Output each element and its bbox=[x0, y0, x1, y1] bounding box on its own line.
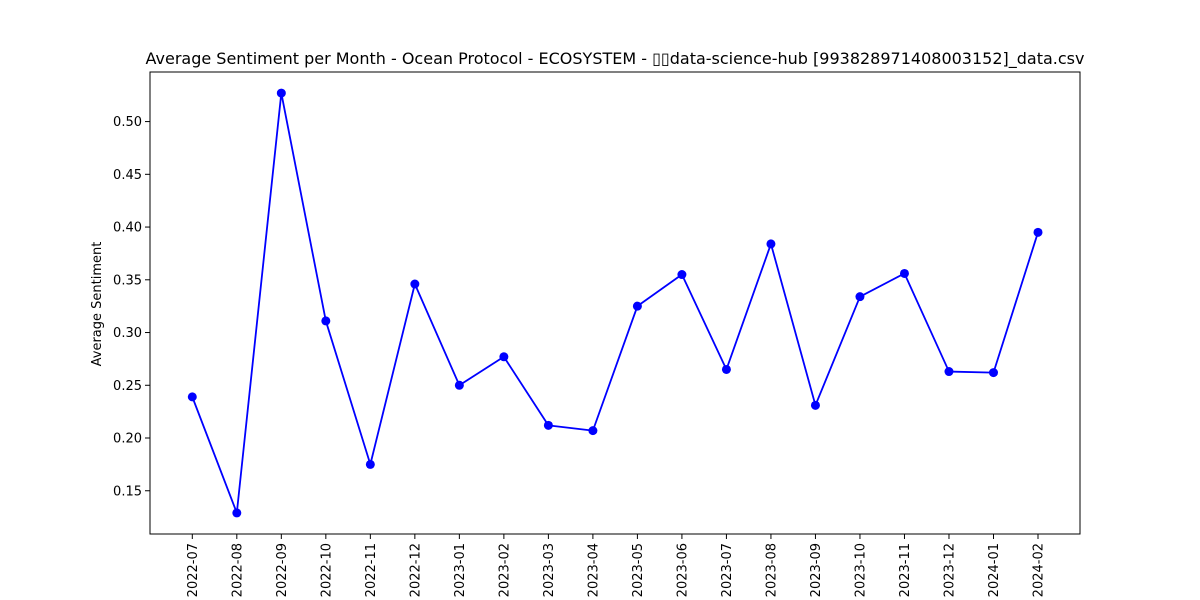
y-tick-label: 0.45 bbox=[113, 168, 142, 183]
data-point bbox=[543, 420, 553, 430]
data-point bbox=[632, 301, 642, 311]
data-point bbox=[988, 368, 998, 378]
x-tick-label: 2023-03 bbox=[542, 543, 557, 597]
series-group bbox=[187, 88, 1043, 518]
data-point bbox=[944, 367, 954, 377]
data-point bbox=[187, 392, 197, 402]
data-point bbox=[232, 508, 242, 518]
data-point bbox=[588, 426, 598, 436]
x-tick-label: 2023-11 bbox=[898, 543, 913, 597]
x-tick-label: 2024-01 bbox=[987, 543, 1002, 597]
x-tick-label: 2023-04 bbox=[586, 543, 601, 597]
data-point bbox=[766, 239, 776, 249]
y-tick-label: 0.40 bbox=[113, 221, 142, 236]
data-point bbox=[721, 364, 731, 374]
data-point bbox=[276, 88, 286, 98]
y-tick-label: 0.25 bbox=[113, 379, 142, 394]
data-point bbox=[899, 268, 909, 278]
data-point bbox=[1033, 227, 1043, 237]
y-axis-label: Average Sentiment bbox=[90, 242, 105, 367]
data-point bbox=[499, 352, 509, 362]
series-line bbox=[191, 92, 1039, 514]
y-tick-label: 0.20 bbox=[113, 432, 142, 447]
x-tick-label: 2022-08 bbox=[230, 543, 245, 597]
x-tick-label: 2023-07 bbox=[720, 543, 735, 597]
y-axis: 0.15 0.20 0.25 0.30 0.35 0.40 0.45 0.50 bbox=[113, 115, 150, 499]
x-tick-label: 2023-08 bbox=[764, 543, 779, 597]
y-tick-label: 0.30 bbox=[113, 326, 142, 341]
data-point bbox=[677, 270, 687, 280]
y-tick-label: 0.50 bbox=[113, 115, 142, 130]
data-point bbox=[454, 380, 464, 390]
x-tick-label: 2023-05 bbox=[631, 543, 646, 597]
y-tick-label: 0.35 bbox=[113, 273, 142, 288]
chart-title: Average Sentiment per Month - Ocean Prot… bbox=[146, 49, 1085, 69]
x-tick-label: 2022-09 bbox=[275, 543, 290, 597]
x-tick-label: 2022-10 bbox=[319, 543, 334, 597]
data-point bbox=[410, 279, 420, 289]
data-point bbox=[855, 292, 865, 302]
data-point bbox=[365, 459, 375, 469]
x-tick-label: 2023-10 bbox=[853, 543, 868, 597]
x-tick-label: 2023-02 bbox=[497, 543, 512, 597]
x-tick-label: 2022-12 bbox=[408, 543, 423, 597]
plot-frame bbox=[149, 71, 1081, 535]
x-tick-label: 2023-12 bbox=[942, 543, 957, 597]
data-point bbox=[321, 316, 331, 326]
x-tick-label: 2024-02 bbox=[1032, 543, 1047, 597]
y-tick-label: 0.15 bbox=[113, 484, 142, 499]
x-tick-label: 2023-06 bbox=[675, 543, 690, 597]
x-tick-label: 2022-11 bbox=[364, 543, 379, 597]
x-tick-label: 2023-01 bbox=[453, 543, 468, 597]
x-tick-label: 2022-07 bbox=[186, 543, 201, 597]
x-axis: 2022-07 2022-08 2022-09 2022-10 2022-11 2022-… bbox=[186, 534, 1047, 597]
data-point bbox=[810, 400, 820, 410]
x-tick-label: 2023-09 bbox=[809, 543, 824, 597]
